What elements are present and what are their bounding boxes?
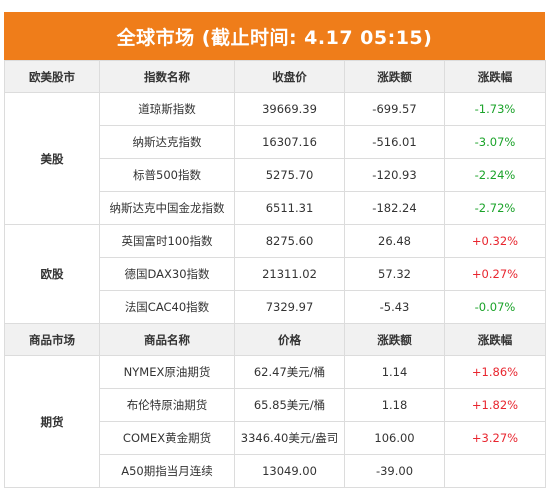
column-header: 指数名称: [99, 60, 235, 93]
index-name: 道琼斯指数: [99, 92, 235, 126]
change-amount: 106.00: [344, 421, 445, 455]
change-amount: -182.24: [344, 191, 445, 225]
change-percent: +1.82%: [444, 388, 546, 422]
change-amount: -39.00: [344, 454, 445, 488]
column-header: 商品名称: [99, 323, 235, 356]
group-label: 欧股: [4, 224, 100, 324]
change-percent: -2.24%: [444, 158, 546, 192]
change-percent: +1.86%: [444, 355, 546, 389]
change-percent: +3.27%: [444, 421, 546, 455]
table-row: 标普500指数 5275.70 -120.93 -2.24%: [5, 158, 546, 192]
change-amount: 57.32: [344, 257, 445, 291]
table-row: 法国CAC40指数 7329.97 -5.43 -0.07%: [5, 290, 546, 324]
column-header: 价格: [234, 323, 345, 356]
close-price: 5275.70: [234, 158, 345, 192]
table-row: 期货 NYMEX原油期货 62.47美元/桶 1.14 +1.86%: [4, 355, 546, 488]
column-header: 欧美股市: [4, 60, 100, 93]
close-price: 16307.16: [234, 125, 345, 159]
column-header: 涨跌幅: [444, 323, 546, 356]
table-header-row: 欧美股市 指数名称 收盘价 涨跌额 涨跌幅: [4, 60, 546, 93]
commodity-name: 布伦特原油期货: [99, 388, 235, 422]
close-price: 7329.97: [234, 290, 345, 324]
change-percent: -2.72%: [444, 191, 546, 225]
commodity-name: A50期指当月连续: [99, 454, 235, 488]
table-row: 欧股 英国富时100指数 8275.60 26.48 +0.32%: [4, 224, 546, 324]
close-price: 8275.60: [234, 224, 345, 258]
change-amount: 1.14: [344, 355, 445, 389]
price: 62.47美元/桶: [234, 355, 345, 389]
change-amount: -699.57: [344, 92, 445, 126]
group-label: 期货: [4, 355, 100, 488]
index-name: 法国CAC40指数: [99, 290, 235, 324]
column-header: 涨跌额: [344, 60, 445, 93]
group-label: 美股: [4, 92, 100, 225]
table-row: 美股 道琼斯指数 39669.39 -699.57 -1.73%: [4, 92, 546, 225]
close-price: 21311.02: [234, 257, 345, 291]
price: 13049.00: [234, 454, 345, 488]
commodity-name: NYMEX原油期货: [99, 355, 235, 389]
table-row: A50期指当月连续 13049.00 -39.00: [5, 454, 546, 488]
change-percent: +0.32%: [444, 224, 546, 258]
column-header: 涨跌幅: [444, 60, 546, 93]
close-price: 39669.39: [234, 92, 345, 126]
change-amount: 26.48: [344, 224, 445, 258]
column-header: 商品市场: [4, 323, 100, 356]
column-header: 收盘价: [234, 60, 345, 93]
commodity-name: COMEX黄金期货: [99, 421, 235, 455]
change-percent: -3.07%: [444, 125, 546, 159]
index-name: 英国富时100指数: [99, 224, 235, 258]
change-percent: -1.73%: [444, 92, 546, 126]
change-amount: 1.18: [344, 388, 445, 422]
column-header: 涨跌额: [344, 323, 445, 356]
table-header-row: 商品市场 商品名称 价格 涨跌额 涨跌幅: [4, 323, 546, 356]
change-percent: [444, 454, 546, 488]
table-row: 纳斯达克指数 16307.16 -516.01 -3.07%: [5, 125, 546, 159]
change-amount: -5.43: [344, 290, 445, 324]
index-name: 德国DAX30指数: [99, 257, 235, 291]
table-row: 德国DAX30指数 21311.02 57.32 +0.27%: [5, 257, 546, 291]
change-percent: +0.27%: [444, 257, 546, 291]
index-name: 标普500指数: [99, 158, 235, 192]
change-amount: -120.93: [344, 158, 445, 192]
market-table: 欧美股市 指数名称 收盘价 涨跌额 涨跌幅 美股 道琼斯指数 39669.39 …: [4, 60, 546, 488]
table-row: 纳斯达克中国金龙指数 6511.31 -182.24 -2.72%: [5, 191, 546, 225]
index-name: 纳斯达克指数: [99, 125, 235, 159]
table-row: 布伦特原油期货 65.85美元/桶 1.18 +1.82%: [5, 388, 546, 422]
index-name: 纳斯达克中国金龙指数: [99, 191, 235, 225]
change-amount: -516.01: [344, 125, 445, 159]
price: 3346.40美元/盎司: [234, 421, 345, 455]
page-title: 全球市场 (截止时间: 4.17 05:15): [4, 12, 545, 60]
change-percent: -0.07%: [444, 290, 546, 324]
close-price: 6511.31: [234, 191, 345, 225]
price: 65.85美元/桶: [234, 388, 345, 422]
table-row: COMEX黄金期货 3346.40美元/盎司 106.00 +3.27%: [5, 421, 546, 455]
